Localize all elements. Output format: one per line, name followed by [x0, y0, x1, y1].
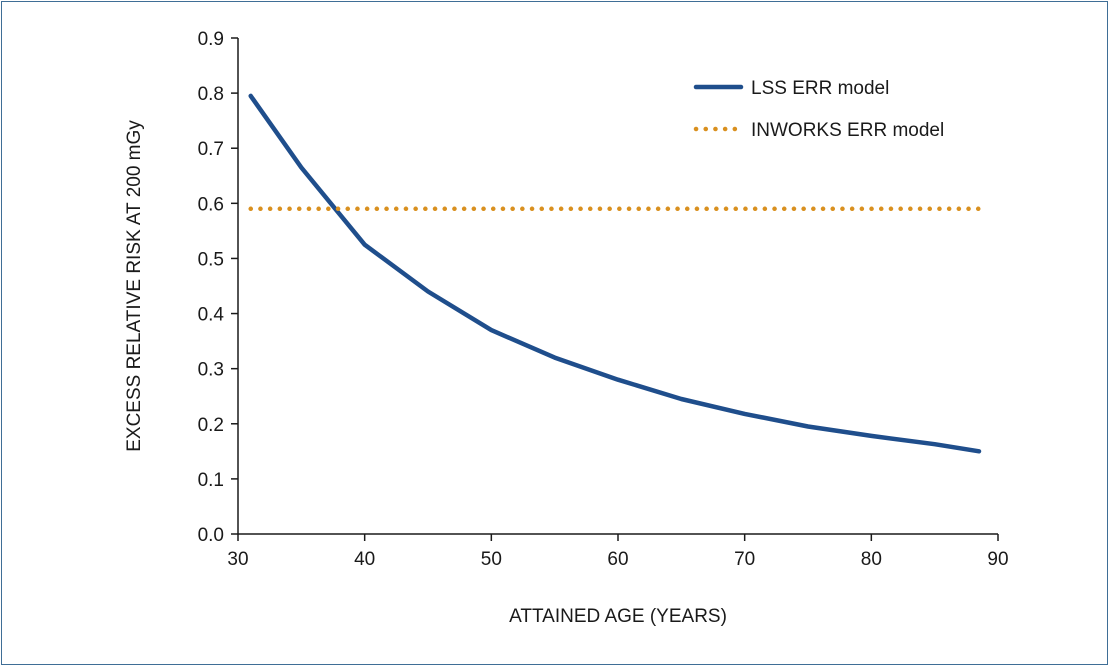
y-tick-label: 0.6 — [198, 194, 224, 215]
y-tick-label: 0.0 — [198, 525, 224, 546]
legend-label: LSS ERR model — [751, 78, 889, 99]
y-tick-label: 0.1 — [198, 470, 224, 491]
y-tick-label: 0.8 — [198, 84, 224, 105]
y-axis-title: EXCESS RELATIVE RISK AT 200 mGy — [124, 120, 145, 452]
y-tick-label: 0.4 — [198, 305, 225, 326]
series-lss-line — [248, 93, 982, 454]
y-tick-label: 0.5 — [198, 249, 224, 270]
x-tick-label: 30 — [227, 549, 248, 570]
x-tick-label: 60 — [607, 549, 628, 570]
x-tick-label: 80 — [861, 549, 882, 570]
x-ticks: 30 40 50 60 70 80 90 — [227, 534, 1009, 570]
x-tick-label: 90 — [987, 549, 1008, 570]
x-axis-title: ATTAINED AGE (YEARS) — [509, 606, 727, 627]
x-tick-label: 40 — [354, 549, 375, 570]
y-ticks: 0.0 0.1 0.2 0.3 0.4 0.5 0.6 0.7 0.8 0.9 — [198, 29, 238, 546]
y-tick-label: 0.9 — [198, 29, 224, 50]
x-tick-label: 70 — [734, 549, 755, 570]
y-tick-label: 0.2 — [198, 415, 224, 436]
x-tick-label: 50 — [481, 549, 502, 570]
legend: LSS ERR model INWORKS ERR model — [693, 78, 944, 141]
y-tick-label: 0.3 — [198, 360, 224, 381]
y-tick-label: 0.7 — [198, 139, 224, 160]
legend-label: INWORKS ERR model — [751, 120, 944, 141]
axes — [237, 38, 998, 535]
series-layer — [248, 93, 982, 454]
